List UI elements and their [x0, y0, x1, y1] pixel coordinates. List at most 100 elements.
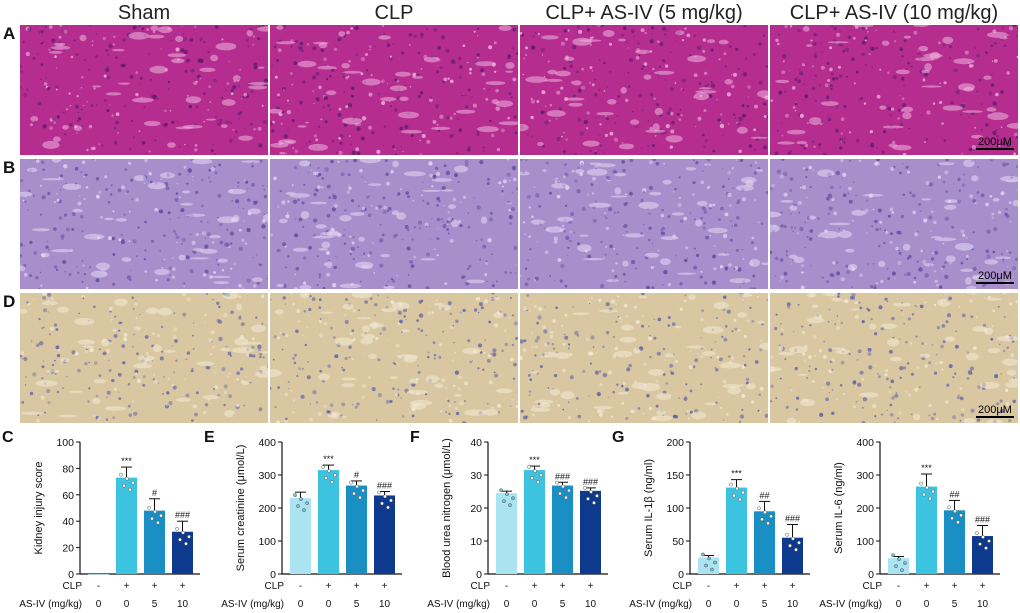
- asiv-value: 0: [706, 599, 712, 610]
- y-tick-label: 100: [56, 437, 74, 449]
- bar: [374, 495, 395, 574]
- data-point: [305, 501, 309, 505]
- clp-value: +: [560, 581, 566, 592]
- data-point: [741, 490, 745, 495]
- data-point: [536, 480, 540, 484]
- y-tick-label: 200: [666, 437, 684, 449]
- tissue-texture: [20, 159, 268, 289]
- tissue-texture: 200μM: [770, 159, 1018, 289]
- clp-value: -: [505, 581, 508, 592]
- y-tick-label: 0: [678, 569, 684, 581]
- asiv-row-label: AS-IV (mg/kg): [819, 599, 882, 610]
- data-point: [150, 516, 154, 521]
- clp-value: +: [180, 581, 186, 592]
- y-tick-label: 60: [62, 490, 74, 502]
- significance-label: ###: [975, 514, 990, 524]
- clp-row-label: CLP: [863, 581, 883, 592]
- asiv-value: 5: [762, 599, 768, 610]
- clp-value: +: [532, 581, 538, 592]
- tissue-texture: [520, 293, 768, 423]
- data-point: [153, 509, 157, 514]
- data-point: [533, 469, 537, 473]
- asiv-value: 5: [152, 599, 158, 610]
- data-point: [333, 473, 337, 477]
- data-point: [897, 557, 901, 562]
- data-point: [987, 539, 991, 543]
- data-point: [785, 532, 789, 537]
- clp-row-label: CLP: [265, 581, 285, 592]
- data-point: [156, 520, 160, 525]
- significance-label: ***: [529, 455, 540, 465]
- data-point: [349, 480, 353, 485]
- y-tick-label: 400: [258, 437, 276, 449]
- data-point: [707, 556, 711, 561]
- histology-panel-ihc-4: 200μM: [770, 293, 1018, 423]
- significance-label: #: [152, 488, 157, 498]
- bar: [524, 470, 545, 574]
- tissue-texture: [270, 25, 518, 155]
- data-point: [564, 495, 568, 500]
- y-tick-label: 300: [856, 470, 874, 482]
- clp-value: -: [897, 581, 900, 592]
- bar: [318, 470, 339, 574]
- data-point: [358, 495, 362, 500]
- clp-value: +: [354, 581, 360, 592]
- bar: [972, 536, 993, 574]
- data-point: [527, 465, 531, 469]
- data-point: [769, 514, 773, 519]
- data-point: [181, 530, 185, 535]
- clp-value: +: [952, 581, 958, 592]
- y-tick-label: 200: [258, 503, 276, 515]
- data-point: [788, 543, 792, 548]
- data-point: [119, 472, 123, 477]
- asiv-value: 0: [96, 599, 102, 610]
- clp-value: -: [707, 581, 710, 592]
- data-point: [321, 465, 325, 469]
- histology-panel-pas-3: [520, 159, 768, 289]
- significance-label: ***: [121, 456, 132, 466]
- tissue-texture: [20, 293, 268, 423]
- data-point: [128, 487, 132, 492]
- scale-bar-label: 200μM: [978, 270, 1012, 282]
- data-point: [530, 476, 534, 480]
- histology-panel-he-4: 200μM: [770, 25, 1018, 155]
- asiv-value: 0: [896, 599, 902, 610]
- asiv-value: 0: [326, 599, 332, 610]
- asiv-value: 0: [734, 599, 740, 610]
- bar: [346, 485, 367, 574]
- asiv-value: 10: [787, 599, 799, 610]
- tissue-texture: 200μM: [770, 293, 1018, 423]
- y-tick-label: 0: [68, 569, 74, 581]
- bar: [726, 487, 747, 574]
- clp-row-label: CLP: [673, 581, 693, 592]
- significance-label: ***: [323, 454, 334, 464]
- row-label-a: A: [3, 24, 16, 43]
- clp-value: -: [97, 581, 100, 592]
- significance-label: ##: [949, 489, 959, 499]
- panel-letter: C: [2, 429, 14, 446]
- panel-letter: E: [204, 429, 215, 446]
- data-point: [713, 560, 717, 565]
- data-point: [978, 542, 982, 546]
- column-title-sham: Sham: [117, 2, 171, 24]
- data-point: [324, 476, 328, 480]
- y-tick-label: 300: [258, 470, 276, 482]
- significance-label: ***: [921, 463, 932, 473]
- y-axis-label: Serum IL-1β (ng/ml): [643, 459, 655, 557]
- y-tick-label: 0: [476, 569, 482, 581]
- data-point: [900, 568, 904, 573]
- y-tick-label: 10: [470, 536, 482, 548]
- y-tick-label: 30: [470, 470, 482, 482]
- bar: [172, 531, 193, 574]
- asiv-value: 0: [532, 599, 538, 610]
- histology-panel-ihc-3: [520, 293, 768, 423]
- data-point: [922, 492, 926, 497]
- bar: [782, 537, 803, 574]
- data-point: [919, 481, 923, 486]
- asiv-value: 10: [177, 599, 189, 610]
- y-tick-label: 20: [62, 543, 74, 555]
- significance-label: ###: [555, 471, 570, 481]
- data-point: [558, 491, 562, 496]
- data-point: [131, 480, 135, 485]
- histology-panel-he-1: [20, 25, 268, 155]
